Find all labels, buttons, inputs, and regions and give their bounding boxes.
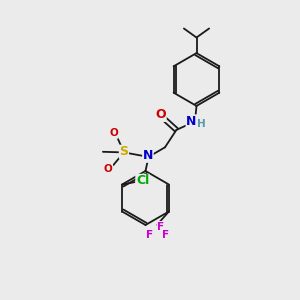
Text: N: N <box>186 115 197 128</box>
Text: F: F <box>146 230 153 240</box>
Text: S: S <box>119 145 128 158</box>
Text: F: F <box>157 221 164 232</box>
Text: Cl: Cl <box>136 174 149 188</box>
Text: O: O <box>155 108 166 122</box>
Text: N: N <box>143 149 153 162</box>
Text: O: O <box>109 128 118 138</box>
Text: F: F <box>162 230 169 240</box>
Text: H: H <box>197 119 206 129</box>
Text: O: O <box>103 164 112 174</box>
